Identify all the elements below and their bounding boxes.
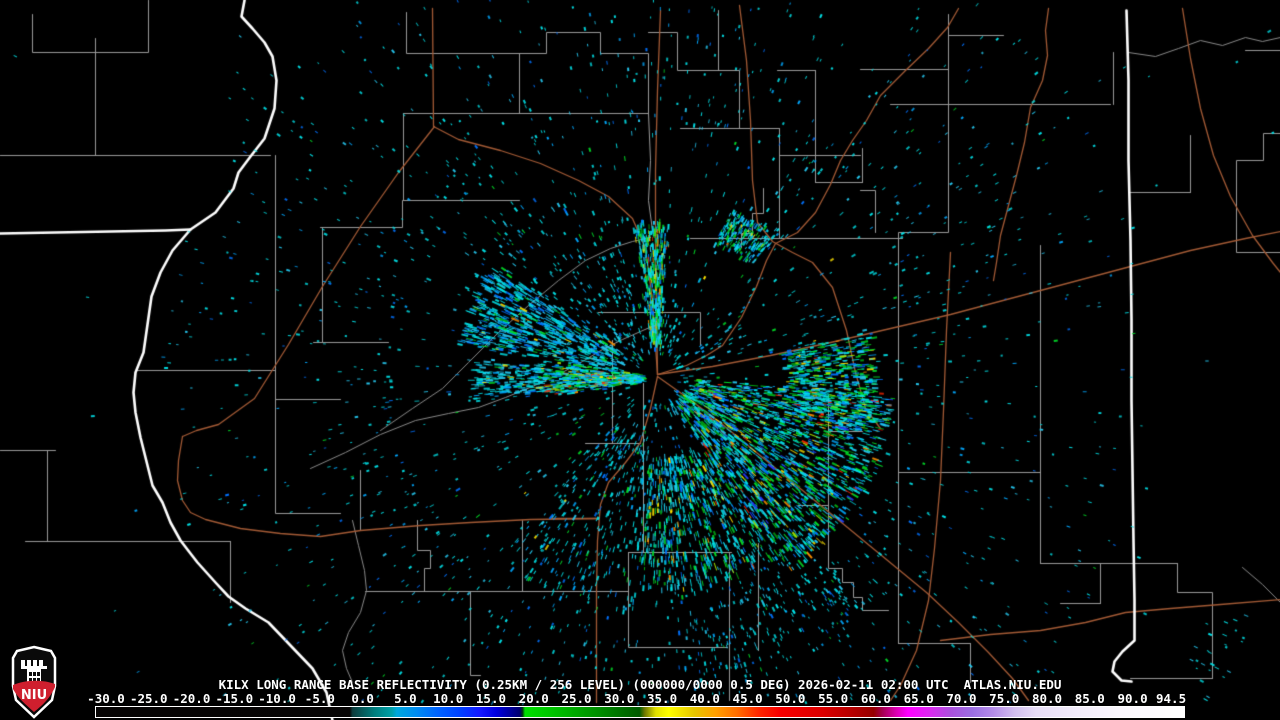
colorbar-tick-label: -20.0 <box>172 691 211 706</box>
colorbar-tick-label: -15.0 <box>215 691 254 706</box>
niu-logo-text: NIU <box>21 688 47 703</box>
castle-windows <box>29 672 40 682</box>
colorbar-tick-label: 0.0 <box>351 691 374 706</box>
colorbar-tick-label: 20.0 <box>518 691 549 706</box>
colorbar-tick-label: 85.0 <box>1074 691 1105 706</box>
niu-red-band <box>13 680 55 712</box>
colorbar-tick-label: 60.0 <box>860 691 891 706</box>
colorbar-tick-label: 35.0 <box>646 691 678 706</box>
colorbar-tick-label: 65.0 <box>903 691 934 706</box>
colorbar-tick-label: 10.0 <box>433 691 464 706</box>
colorbar-tick-label: 90.0 <box>1117 691 1148 706</box>
colorbar-tick-label: 30.0 <box>604 691 635 706</box>
product-caption: KILX LONG RANGE BASE REFLECTIVITY (0.25K… <box>218 677 1062 692</box>
colorbar-tick-label: -30.0 <box>87 691 125 706</box>
colorbar-tick-label: 94.5 <box>1155 691 1187 706</box>
colorbar-tick-label: 50.0 <box>775 691 806 706</box>
colorbar-tick-label: 80.0 <box>1031 691 1063 706</box>
colorbar-tick-label: -10.0 <box>258 691 296 706</box>
colorbar-tick-label: 15.0 <box>475 691 507 706</box>
colorbar-tick-label: 55.0 <box>818 691 849 706</box>
colorbar-tick-label: 5.0 <box>394 691 417 706</box>
colorbar-tick-labels: -30.0 -25.0 -20.0 -15.0 -10.0 -5.0 0.0 5.0 10.0 1… <box>0 691 1280 706</box>
reflectivity-colorbar <box>95 706 1185 718</box>
colorbar-tick-label: 70.0 <box>946 691 977 706</box>
niu-logo: NIU <box>11 645 57 719</box>
colorbar-tick-label: -5.0 <box>304 691 335 706</box>
colorbar-tick-label: 40.0 <box>689 691 720 706</box>
colorbar-tick-label: 45.0 <box>732 691 763 706</box>
colorbar-tick-label: 75.0 <box>989 691 1020 706</box>
colorbar-tick-label: -25.0 <box>129 691 168 706</box>
colorbar-tick-label: 25.0 <box>561 691 592 706</box>
